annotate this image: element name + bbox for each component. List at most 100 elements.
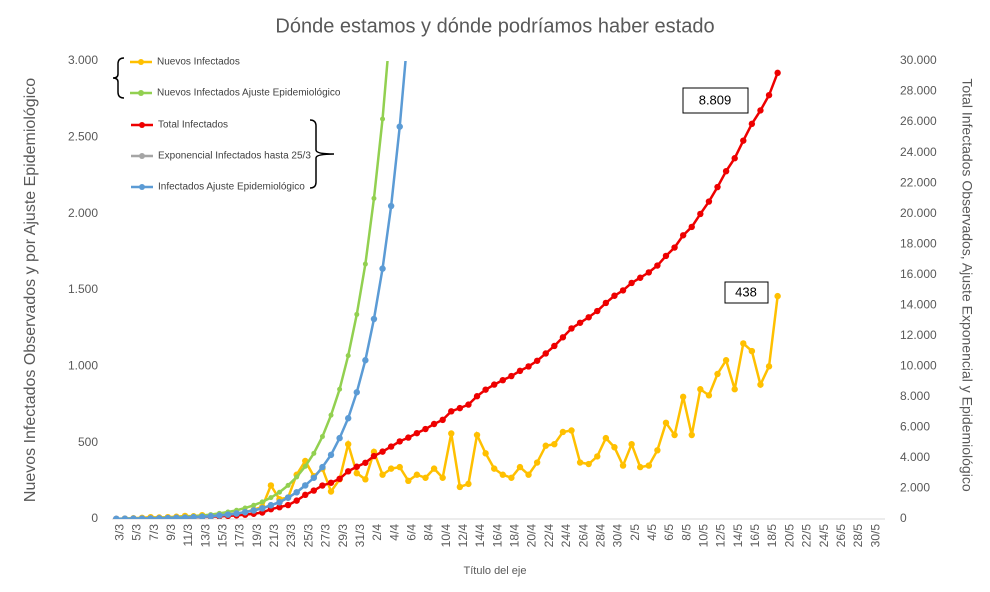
data-point <box>250 507 257 514</box>
data-point <box>568 325 575 332</box>
y-tick-label: 1.500 <box>68 282 98 296</box>
y-tick-label: 500 <box>78 435 98 449</box>
x-tick-label: 31/3 <box>353 524 367 548</box>
legend-swatch-marker <box>139 184 145 190</box>
x-tick-label: 6/4 <box>404 524 418 541</box>
x-tick-label: 20/4 <box>525 524 539 548</box>
data-point <box>276 503 283 511</box>
data-point <box>370 315 378 323</box>
x-tick-label: 22/5 <box>800 524 814 548</box>
x-tick-label: 24/5 <box>817 524 831 548</box>
data-point <box>328 412 334 418</box>
data-point <box>344 440 352 448</box>
data-point <box>319 434 325 440</box>
data-point <box>268 495 274 501</box>
data-point <box>671 244 678 251</box>
y2-tick-label: 30.000 <box>900 53 937 67</box>
data-point <box>654 262 661 269</box>
data-point <box>628 440 635 448</box>
data-point <box>251 502 257 508</box>
data-point <box>379 471 386 478</box>
legend-swatch-marker <box>138 59 144 65</box>
data-point <box>164 514 172 519</box>
data-point <box>619 287 627 294</box>
data-point <box>181 514 189 519</box>
data-point <box>748 347 756 355</box>
data-point <box>310 487 318 494</box>
data-point <box>611 444 618 451</box>
data-point <box>679 232 687 239</box>
y2-tick-label: 4.000 <box>900 450 930 464</box>
data-point <box>722 357 730 364</box>
legend-label: Total Infectados <box>158 120 228 131</box>
legend-bracket <box>309 119 335 189</box>
data-point <box>207 513 214 519</box>
y-tick-label: 2.000 <box>68 206 98 220</box>
legend-label: Nuevos Infectados <box>157 57 240 68</box>
data-point <box>637 463 644 471</box>
data-point <box>448 408 455 415</box>
annotation-box <box>724 281 769 304</box>
data-point <box>310 474 318 481</box>
data-point <box>379 448 386 455</box>
data-point <box>740 340 747 347</box>
x-tick-label: 13/3 <box>198 524 212 548</box>
data-point <box>302 463 308 469</box>
data-point <box>371 195 377 201</box>
data-point <box>637 274 644 281</box>
y2-tick-label: 6.000 <box>900 420 930 434</box>
data-point <box>671 431 678 439</box>
data-point <box>731 155 738 162</box>
data-point <box>542 350 549 357</box>
x-tick-label: 27/3 <box>319 524 333 548</box>
data-point <box>482 450 489 457</box>
data-point <box>697 210 704 218</box>
data-point <box>508 474 515 481</box>
x-tick-label: 23/3 <box>284 524 298 548</box>
data-point <box>405 477 412 485</box>
data-point <box>645 462 653 469</box>
y2-tick-label: 24.000 <box>900 145 937 159</box>
data-point <box>679 393 687 401</box>
data-point <box>387 202 395 210</box>
y2-tick-label: 26.000 <box>900 114 937 128</box>
x-tick-label: 14/5 <box>731 524 745 548</box>
data-point <box>267 482 275 489</box>
data-point <box>379 265 386 272</box>
x-tick-label: 6/5 <box>662 524 676 541</box>
data-point <box>276 489 282 495</box>
data-point <box>259 505 266 512</box>
y2-tick-label: 14.000 <box>900 297 937 311</box>
legend-label: Infectados Ajuste Epidemiológico <box>158 182 305 193</box>
data-point <box>594 453 601 460</box>
x-tick-label: 28/5 <box>851 524 865 548</box>
data-point <box>259 499 265 505</box>
data-point <box>327 479 335 486</box>
y2-tick-label: 12.000 <box>900 328 937 342</box>
data-point <box>757 381 764 388</box>
data-point <box>336 475 343 483</box>
y2-tick-label: 16.000 <box>900 267 937 281</box>
y2-tick-label: 18.000 <box>900 236 937 250</box>
data-point <box>362 459 369 466</box>
data-point <box>224 511 232 518</box>
legend-swatch-marker <box>139 122 145 128</box>
data-point <box>353 463 360 470</box>
data-point <box>482 386 489 393</box>
y-tick-label: 1.000 <box>68 359 98 373</box>
data-point <box>491 465 498 472</box>
data-point <box>602 299 610 307</box>
data-point <box>413 471 421 478</box>
data-point <box>284 494 292 501</box>
data-point <box>319 482 326 489</box>
data-point <box>714 183 721 191</box>
data-point <box>585 314 592 321</box>
data-point <box>576 459 584 466</box>
data-point <box>568 427 575 434</box>
x-tick-label: 4/4 <box>387 524 401 541</box>
data-point <box>516 367 524 375</box>
x-tick-label: 20/5 <box>782 524 796 548</box>
x-tick-label: 26/5 <box>834 524 848 548</box>
data-point <box>327 451 335 459</box>
